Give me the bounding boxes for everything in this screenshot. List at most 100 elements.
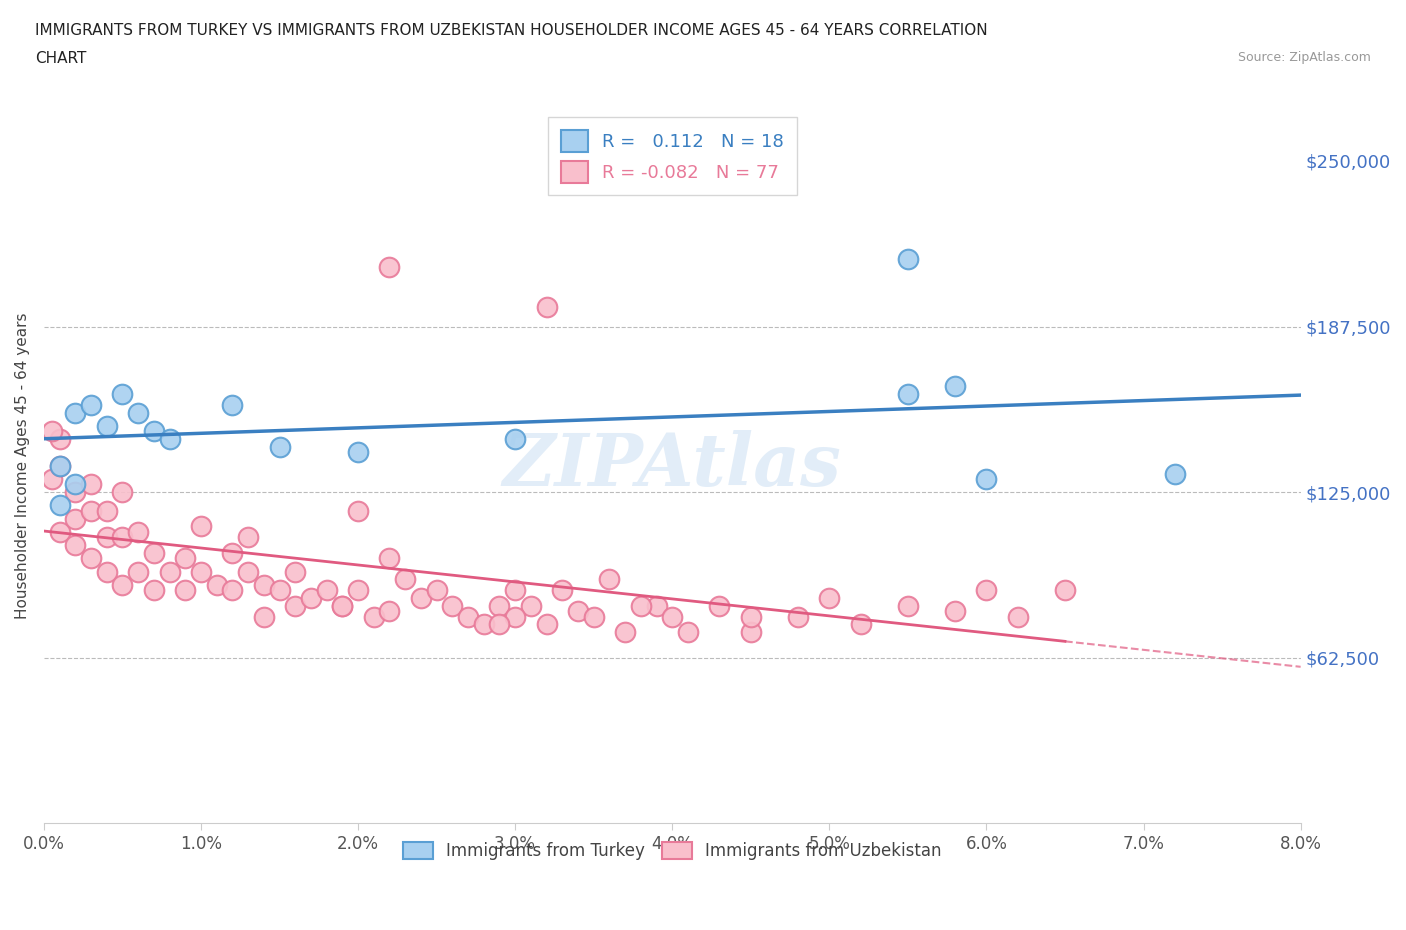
Point xyxy=(96,530,118,545)
Point xyxy=(174,551,197,565)
Point xyxy=(65,485,87,499)
Point xyxy=(221,546,243,561)
Point xyxy=(221,397,243,412)
Point xyxy=(378,259,401,274)
Point xyxy=(709,599,731,614)
Point xyxy=(48,432,70,446)
Point xyxy=(65,538,87,552)
Point xyxy=(645,599,668,614)
Point xyxy=(48,458,70,473)
Text: Source: ZipAtlas.com: Source: ZipAtlas.com xyxy=(1237,51,1371,64)
Point xyxy=(363,609,385,624)
Point xyxy=(159,432,181,446)
Point xyxy=(80,397,103,412)
Point xyxy=(80,551,103,565)
Point xyxy=(284,599,307,614)
Y-axis label: Householder Income Ages 45 - 64 years: Householder Income Ages 45 - 64 years xyxy=(15,312,30,618)
Point xyxy=(299,591,322,605)
Point xyxy=(897,387,920,402)
Point xyxy=(740,625,762,640)
Point xyxy=(174,582,197,597)
Point xyxy=(488,599,510,614)
Point xyxy=(567,604,589,618)
Point xyxy=(536,299,558,314)
Point xyxy=(503,609,526,624)
Point xyxy=(457,609,479,624)
Point xyxy=(111,387,134,402)
Point xyxy=(1053,582,1076,597)
Point xyxy=(111,530,134,545)
Point xyxy=(127,565,149,579)
Point xyxy=(48,525,70,539)
Point xyxy=(142,424,165,439)
Point xyxy=(332,599,354,614)
Point xyxy=(520,599,543,614)
Point xyxy=(378,604,401,618)
Point xyxy=(284,565,307,579)
Point xyxy=(315,582,337,597)
Point xyxy=(488,617,510,631)
Point xyxy=(598,572,620,587)
Point xyxy=(96,418,118,433)
Point xyxy=(897,251,920,266)
Point xyxy=(394,572,416,587)
Point xyxy=(897,599,920,614)
Point xyxy=(1164,466,1187,481)
Point xyxy=(409,591,432,605)
Point xyxy=(142,546,165,561)
Point xyxy=(142,582,165,597)
Point xyxy=(332,599,354,614)
Legend: Immigrants from Turkey, Immigrants from Uzbekistan: Immigrants from Turkey, Immigrants from … xyxy=(395,833,950,869)
Point xyxy=(849,617,872,631)
Point xyxy=(80,477,103,492)
Text: CHART: CHART xyxy=(35,51,87,66)
Point xyxy=(41,472,63,486)
Point xyxy=(236,530,259,545)
Point xyxy=(236,565,259,579)
Point xyxy=(503,582,526,597)
Point xyxy=(65,477,87,492)
Point xyxy=(347,503,370,518)
Point xyxy=(503,432,526,446)
Point xyxy=(127,405,149,420)
Point xyxy=(943,379,966,393)
Point xyxy=(378,551,401,565)
Point xyxy=(976,472,998,486)
Point xyxy=(976,582,998,597)
Point xyxy=(818,591,841,605)
Point xyxy=(127,525,149,539)
Point xyxy=(111,578,134,592)
Point xyxy=(661,609,683,624)
Point xyxy=(740,609,762,624)
Point xyxy=(221,582,243,597)
Point xyxy=(347,582,370,597)
Point xyxy=(48,458,70,473)
Point xyxy=(269,582,291,597)
Point xyxy=(205,578,228,592)
Text: IMMIGRANTS FROM TURKEY VS IMMIGRANTS FROM UZBEKISTAN HOUSEHOLDER INCOME AGES 45 : IMMIGRANTS FROM TURKEY VS IMMIGRANTS FRO… xyxy=(35,23,988,38)
Point xyxy=(96,503,118,518)
Point xyxy=(111,485,134,499)
Point xyxy=(80,503,103,518)
Point xyxy=(630,599,652,614)
Text: ZIPAtlas: ZIPAtlas xyxy=(503,430,842,501)
Point xyxy=(943,604,966,618)
Point xyxy=(551,582,574,597)
Point xyxy=(253,609,276,624)
Point xyxy=(41,424,63,439)
Point xyxy=(676,625,699,640)
Point xyxy=(1007,609,1029,624)
Point xyxy=(441,599,464,614)
Point xyxy=(472,617,495,631)
Point xyxy=(614,625,637,640)
Point xyxy=(347,445,370,459)
Point xyxy=(269,440,291,455)
Point xyxy=(96,565,118,579)
Point xyxy=(582,609,605,624)
Point xyxy=(159,565,181,579)
Point xyxy=(536,617,558,631)
Point xyxy=(65,512,87,526)
Point xyxy=(65,405,87,420)
Point xyxy=(253,578,276,592)
Point xyxy=(787,609,810,624)
